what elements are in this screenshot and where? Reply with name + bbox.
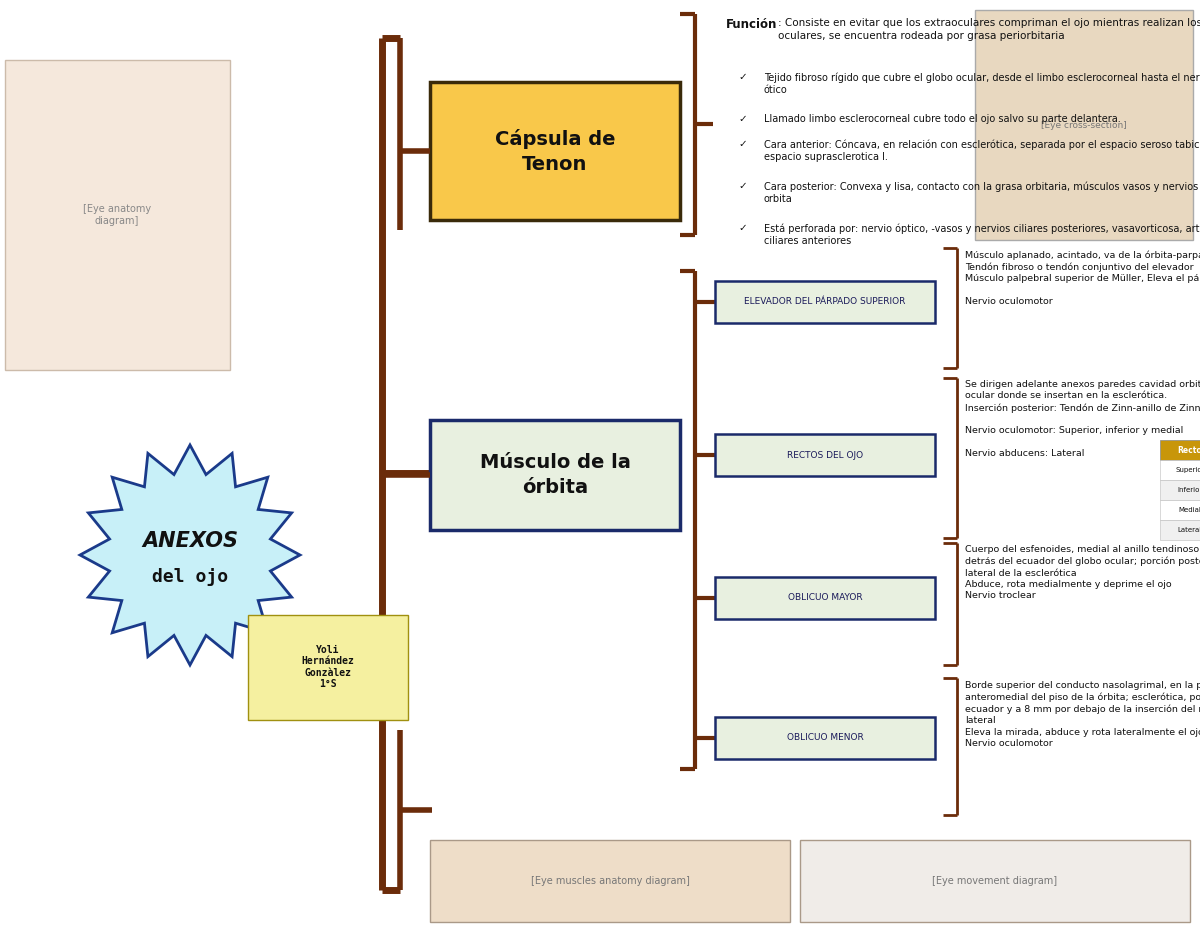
Text: Borde superior del conducto nasolagrimal, en la porción
anteromedial del piso de: Borde superior del conducto nasolagrimal… xyxy=(965,680,1200,748)
Text: Llamado limbo esclerocorneal cubre todo el ojo salvo su parte delantera.: Llamado limbo esclerocorneal cubre todo … xyxy=(764,114,1121,124)
Text: Músculo de la
órbita: Músculo de la órbita xyxy=(480,453,630,497)
Text: RECTOS DEL OJO: RECTOS DEL OJO xyxy=(787,451,863,460)
Text: [Eye cross-section]: [Eye cross-section] xyxy=(1042,121,1127,130)
Text: ✓: ✓ xyxy=(738,139,746,149)
Text: Función: Función xyxy=(726,18,778,31)
Text: OBLICUO MENOR: OBLICUO MENOR xyxy=(787,733,863,743)
FancyBboxPatch shape xyxy=(430,420,680,530)
Text: Cápsula de
Tenon: Cápsula de Tenon xyxy=(494,129,616,173)
Text: : Consiste en evitar que los extraoculares compriman el ojo mientras realizan lo: : Consiste en evitar que los extraocular… xyxy=(778,18,1200,41)
FancyBboxPatch shape xyxy=(1160,460,1200,480)
Text: ✓: ✓ xyxy=(738,72,746,82)
Text: ✓: ✓ xyxy=(738,223,746,233)
Text: Recto: Recto xyxy=(1177,446,1200,454)
FancyBboxPatch shape xyxy=(974,10,1193,240)
Text: Tejido fibroso rígido que cubre el globo ocular, desde el limbo esclerocorneal h: Tejido fibroso rígido que cubre el globo… xyxy=(764,72,1200,95)
FancyBboxPatch shape xyxy=(5,60,230,370)
Polygon shape xyxy=(80,445,300,665)
Text: Cuerpo del esfenoides, medial al anillo tendinoso común, hasta por
detrás del ec: Cuerpo del esfenoides, medial al anillo … xyxy=(965,545,1200,601)
FancyBboxPatch shape xyxy=(430,840,790,922)
FancyBboxPatch shape xyxy=(248,615,408,720)
Text: ANEXOS: ANEXOS xyxy=(142,531,238,551)
Text: OBLICUO MAYOR: OBLICUO MAYOR xyxy=(787,593,863,603)
FancyBboxPatch shape xyxy=(1160,480,1200,500)
Text: Yoli
Hernández
Gonzàlez
1°S: Yoli Hernández Gonzàlez 1°S xyxy=(301,644,354,690)
Text: Cara anterior: Cóncava, en relación con esclerótica, separada por el espacio ser: Cara anterior: Cóncava, en relación con … xyxy=(764,139,1200,162)
Text: ✓: ✓ xyxy=(738,181,746,191)
Text: Inferior: Inferior xyxy=(1177,487,1200,493)
Text: [Eye muscles anatomy diagram]: [Eye muscles anatomy diagram] xyxy=(530,876,690,886)
FancyBboxPatch shape xyxy=(715,577,935,619)
Text: Está perforada por: nervio óptico, -vasos y nervios ciliares posteriores, vasavo: Está perforada por: nervio óptico, -vaso… xyxy=(764,223,1200,246)
Text: Músculo aplanado, acintado, va de la órbita-parpado superior.
Tendón fibroso o t: Músculo aplanado, acintado, va de la órb… xyxy=(965,250,1200,306)
Text: [Eye anatomy
diagram]: [Eye anatomy diagram] xyxy=(83,204,151,226)
Text: [Eye movement diagram]: [Eye movement diagram] xyxy=(932,876,1057,886)
Text: Se dirigen adelante anexos paredes cavidad orbitaria hasta el globo
ocular donde: Se dirigen adelante anexos paredes cavid… xyxy=(965,380,1200,458)
FancyBboxPatch shape xyxy=(1160,500,1200,520)
FancyBboxPatch shape xyxy=(800,840,1190,922)
FancyBboxPatch shape xyxy=(430,82,680,220)
Text: Medial: Medial xyxy=(1178,507,1200,513)
Text: Lateral: Lateral xyxy=(1178,527,1200,533)
FancyBboxPatch shape xyxy=(715,281,935,323)
FancyBboxPatch shape xyxy=(1160,440,1200,460)
Text: Superior: Superior xyxy=(1175,467,1200,473)
Text: ✓: ✓ xyxy=(738,114,746,124)
FancyBboxPatch shape xyxy=(715,434,935,476)
FancyBboxPatch shape xyxy=(715,717,935,759)
Text: Cara posterior: Convexa y lisa, contacto con la grasa orbitaria, músculos vasos : Cara posterior: Convexa y lisa, contacto… xyxy=(764,181,1200,204)
FancyBboxPatch shape xyxy=(1160,520,1200,540)
Text: ELEVADOR DEL PÁRPADO SUPERIOR: ELEVADOR DEL PÁRPADO SUPERIOR xyxy=(744,298,906,307)
Text: del ojo: del ojo xyxy=(152,568,228,586)
